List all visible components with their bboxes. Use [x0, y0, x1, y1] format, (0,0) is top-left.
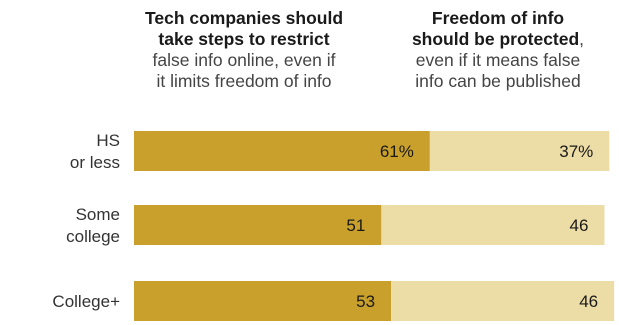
category-label: HS [96, 131, 120, 150]
header-left-line-4: it limits freedom of info [156, 71, 332, 91]
category-label: Some [76, 205, 120, 224]
bar-protect-freedom [391, 281, 615, 321]
header-right-line-4: info can be published [415, 71, 581, 91]
bar-protect-freedom [381, 205, 605, 245]
data-label: 46 [570, 216, 589, 235]
header-right-comma: , [579, 29, 585, 49]
bar-protect-freedom [429, 131, 610, 171]
category-label: College+ [52, 292, 120, 311]
bar-restrict-false-info [134, 281, 392, 321]
data-label: 61% [380, 142, 414, 161]
header-left: Tech companies should take steps to rest… [108, 8, 380, 92]
data-label: 51 [346, 216, 365, 235]
header-right-line-3: even if it means false [415, 50, 581, 70]
bar-restrict-false-info [134, 131, 430, 171]
data-label: 37% [559, 142, 593, 161]
header-left-bold-2: take steps to restrict [158, 29, 330, 49]
header-left-bold-1: Tech companies should [144, 8, 344, 28]
data-label: 46 [579, 292, 598, 311]
bar-restrict-false-info [134, 205, 382, 245]
category-label: college [66, 227, 120, 246]
header-right-bold-1: Freedom of info [431, 8, 565, 28]
header-left-line-3: false info online, even if [152, 50, 336, 70]
header-right-bold-2: should be protected [411, 29, 580, 49]
header-right: Freedom of info should be protected, eve… [376, 8, 619, 92]
data-label: 53 [356, 292, 375, 311]
category-label: or less [70, 153, 120, 172]
